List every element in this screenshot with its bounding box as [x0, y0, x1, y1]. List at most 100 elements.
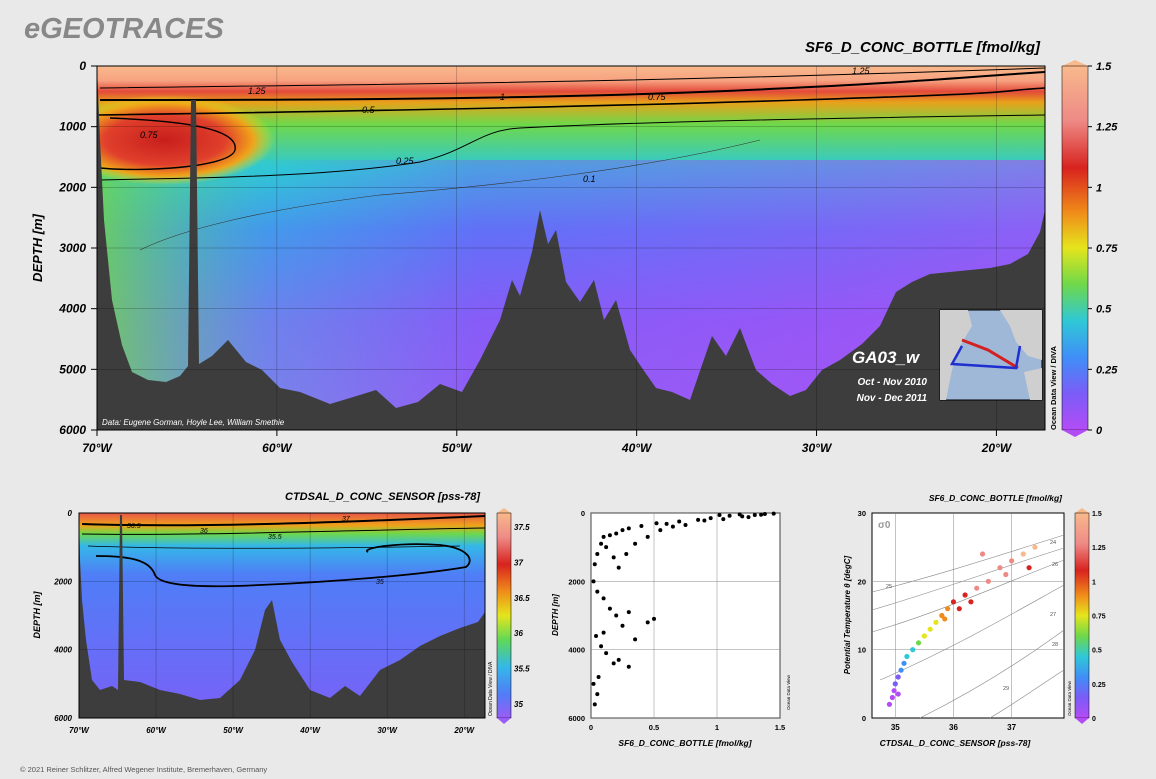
- data-point: [614, 531, 619, 536]
- contour-label: 1.25: [248, 86, 267, 96]
- profile-odv-label: Ocean Data View: [786, 674, 791, 710]
- data-point: [645, 534, 650, 539]
- x-tick-label: 50°W: [442, 441, 473, 455]
- data-point: [658, 528, 663, 533]
- x-tick-label: 60°W: [262, 441, 293, 455]
- data-point: [702, 518, 707, 523]
- colorbar-tick-label: 35.5: [514, 665, 530, 674]
- colorbar-tick-label: 1.25: [1096, 122, 1118, 134]
- x-tick-label: 37: [1007, 723, 1016, 732]
- data-point: [889, 694, 895, 701]
- cruise-date-2: Nov - Dec 2011: [857, 393, 928, 404]
- data-point: [696, 517, 701, 522]
- contour-1-25: [99, 67, 1045, 89]
- y-tick-label: 0: [68, 509, 73, 518]
- data-point: [601, 596, 606, 601]
- data-point: [620, 528, 625, 533]
- salinity-x-ticks: 70°W 60°W 50°W 40°W 30°W 20°W: [69, 726, 475, 735]
- contour-0-25: [99, 114, 1045, 181]
- y-tick-label: 6000: [568, 714, 585, 723]
- sal-contour-label: 35.5: [268, 534, 282, 541]
- contour-label: 1.25: [852, 66, 871, 76]
- data-point: [759, 512, 764, 517]
- inset-map: [939, 309, 1043, 401]
- data-point: [591, 681, 596, 686]
- data-point: [740, 514, 745, 519]
- sal-contour-36: [81, 527, 485, 535]
- data-point: [942, 616, 948, 622]
- data-point: [611, 555, 616, 560]
- data-point: [945, 606, 951, 612]
- x-tick-label: 50°W: [223, 726, 244, 735]
- profile-gridlines: [590, 512, 781, 719]
- data-point: [607, 533, 612, 538]
- data-point: [639, 523, 644, 528]
- salinity-section-panel: CTDSAL_D_CONC_SENSOR [pss-78] 70°W 60°W 50…: [32, 491, 530, 735]
- contour-1: [99, 71, 1045, 101]
- sf6-section-panel: SF6_D_CONC_BOTTLE [fmol/kg] 70°W 60°W 50°W…: [30, 39, 1118, 455]
- sf6-colorbar-top-arrow: [1062, 60, 1088, 66]
- data-point: [677, 519, 682, 524]
- data-point: [607, 606, 612, 611]
- colorbar-tick-label: 1.5: [1092, 511, 1102, 518]
- data-point: [721, 517, 726, 522]
- colorbar-tick-label: 37: [514, 558, 523, 567]
- data-point: [604, 545, 609, 550]
- sal-contour-label: 35: [376, 579, 384, 586]
- x-tick-label: 70°W: [69, 726, 90, 735]
- ts-colorbar-bottom-arrow: [1075, 718, 1089, 724]
- x-tick-label: 40°W: [299, 726, 321, 735]
- profile-y-axis-label: DEPTH [m]: [551, 594, 560, 636]
- ts-odv-label: Ocean Data View: [1067, 680, 1072, 716]
- sf6-y-ticks: 0 1000 2000 3000 4000 5000 6000: [58, 59, 97, 437]
- sal-contour-label: 37: [342, 516, 351, 523]
- data-point: [727, 513, 732, 518]
- contour-label: 0.75: [648, 92, 667, 102]
- data-point: [645, 620, 650, 625]
- x-tick-label: 30°W: [802, 441, 833, 455]
- data-point: [654, 521, 659, 526]
- data-point: [886, 701, 893, 707]
- data-point: [601, 630, 606, 635]
- cruise-date-1: Oct - Nov 2010: [858, 377, 928, 388]
- footer-credit: © 2021 Reiner Schlitzer, Alfred Wegener …: [20, 765, 267, 774]
- colorbar-tick-label: 0.5: [1096, 304, 1112, 316]
- egeotraces-logo: eGEOTRACES: [24, 13, 224, 45]
- sf6-colorbar-bottom-arrow: [1062, 430, 1088, 437]
- profile-x-ticks: 0 0.5 1 1.5: [589, 723, 785, 732]
- data-point: [626, 610, 631, 615]
- data-point: [596, 675, 601, 679]
- profile-x-axis-label: SF6_D_CONC_BOTTLE [fmol/kg]: [618, 738, 752, 748]
- contour-0-1: [139, 139, 761, 251]
- data-point: [892, 681, 898, 687]
- sf6-colorbar: [1061, 65, 1089, 431]
- salinity-odv-label: Ocean Data View / DIVA: [488, 661, 494, 716]
- ts-title: SF6_D_CONC_BOTTLE [fmol/kg]: [929, 493, 1063, 503]
- data-point: [599, 541, 604, 546]
- x-tick-label: 36: [949, 723, 958, 732]
- contour-label: 0.25: [396, 156, 415, 166]
- contour-0-5: [97, 87, 1045, 116]
- x-tick-label: 70°W: [82, 441, 113, 455]
- isopycnal-label: 24: [1050, 540, 1056, 546]
- data-point: [624, 552, 629, 556]
- isopycnal-label: 29: [1003, 686, 1009, 692]
- colorbar-tick-label: 36: [514, 629, 523, 638]
- x-tick-label: 0: [589, 723, 593, 732]
- data-point: [927, 626, 933, 632]
- salinity-y-ticks: 0 2000 4000 6000: [53, 509, 72, 723]
- data-point: [891, 688, 897, 694]
- data-point: [950, 599, 957, 605]
- ts-y-axis-label: Potential Temperature θ [degC]: [843, 555, 852, 674]
- data-point: [968, 599, 974, 605]
- data-point: [974, 585, 980, 591]
- ts-x-axis-label: CTDSAL_D_CONC_SENSOR [pss-78]: [880, 738, 1032, 748]
- sal-contour-label: 36.5: [127, 523, 141, 530]
- sal-contour-35: [95, 543, 471, 588]
- y-tick-label: 6000: [54, 714, 72, 723]
- ts-colorbar: [1074, 512, 1090, 719]
- data-point: [1032, 544, 1038, 550]
- ts-points: [886, 544, 1038, 707]
- data-point: [939, 612, 945, 619]
- ts-colorbar-ticks: 1.5 1.25 1 0.75 0.5 0.25 0: [1092, 511, 1106, 723]
